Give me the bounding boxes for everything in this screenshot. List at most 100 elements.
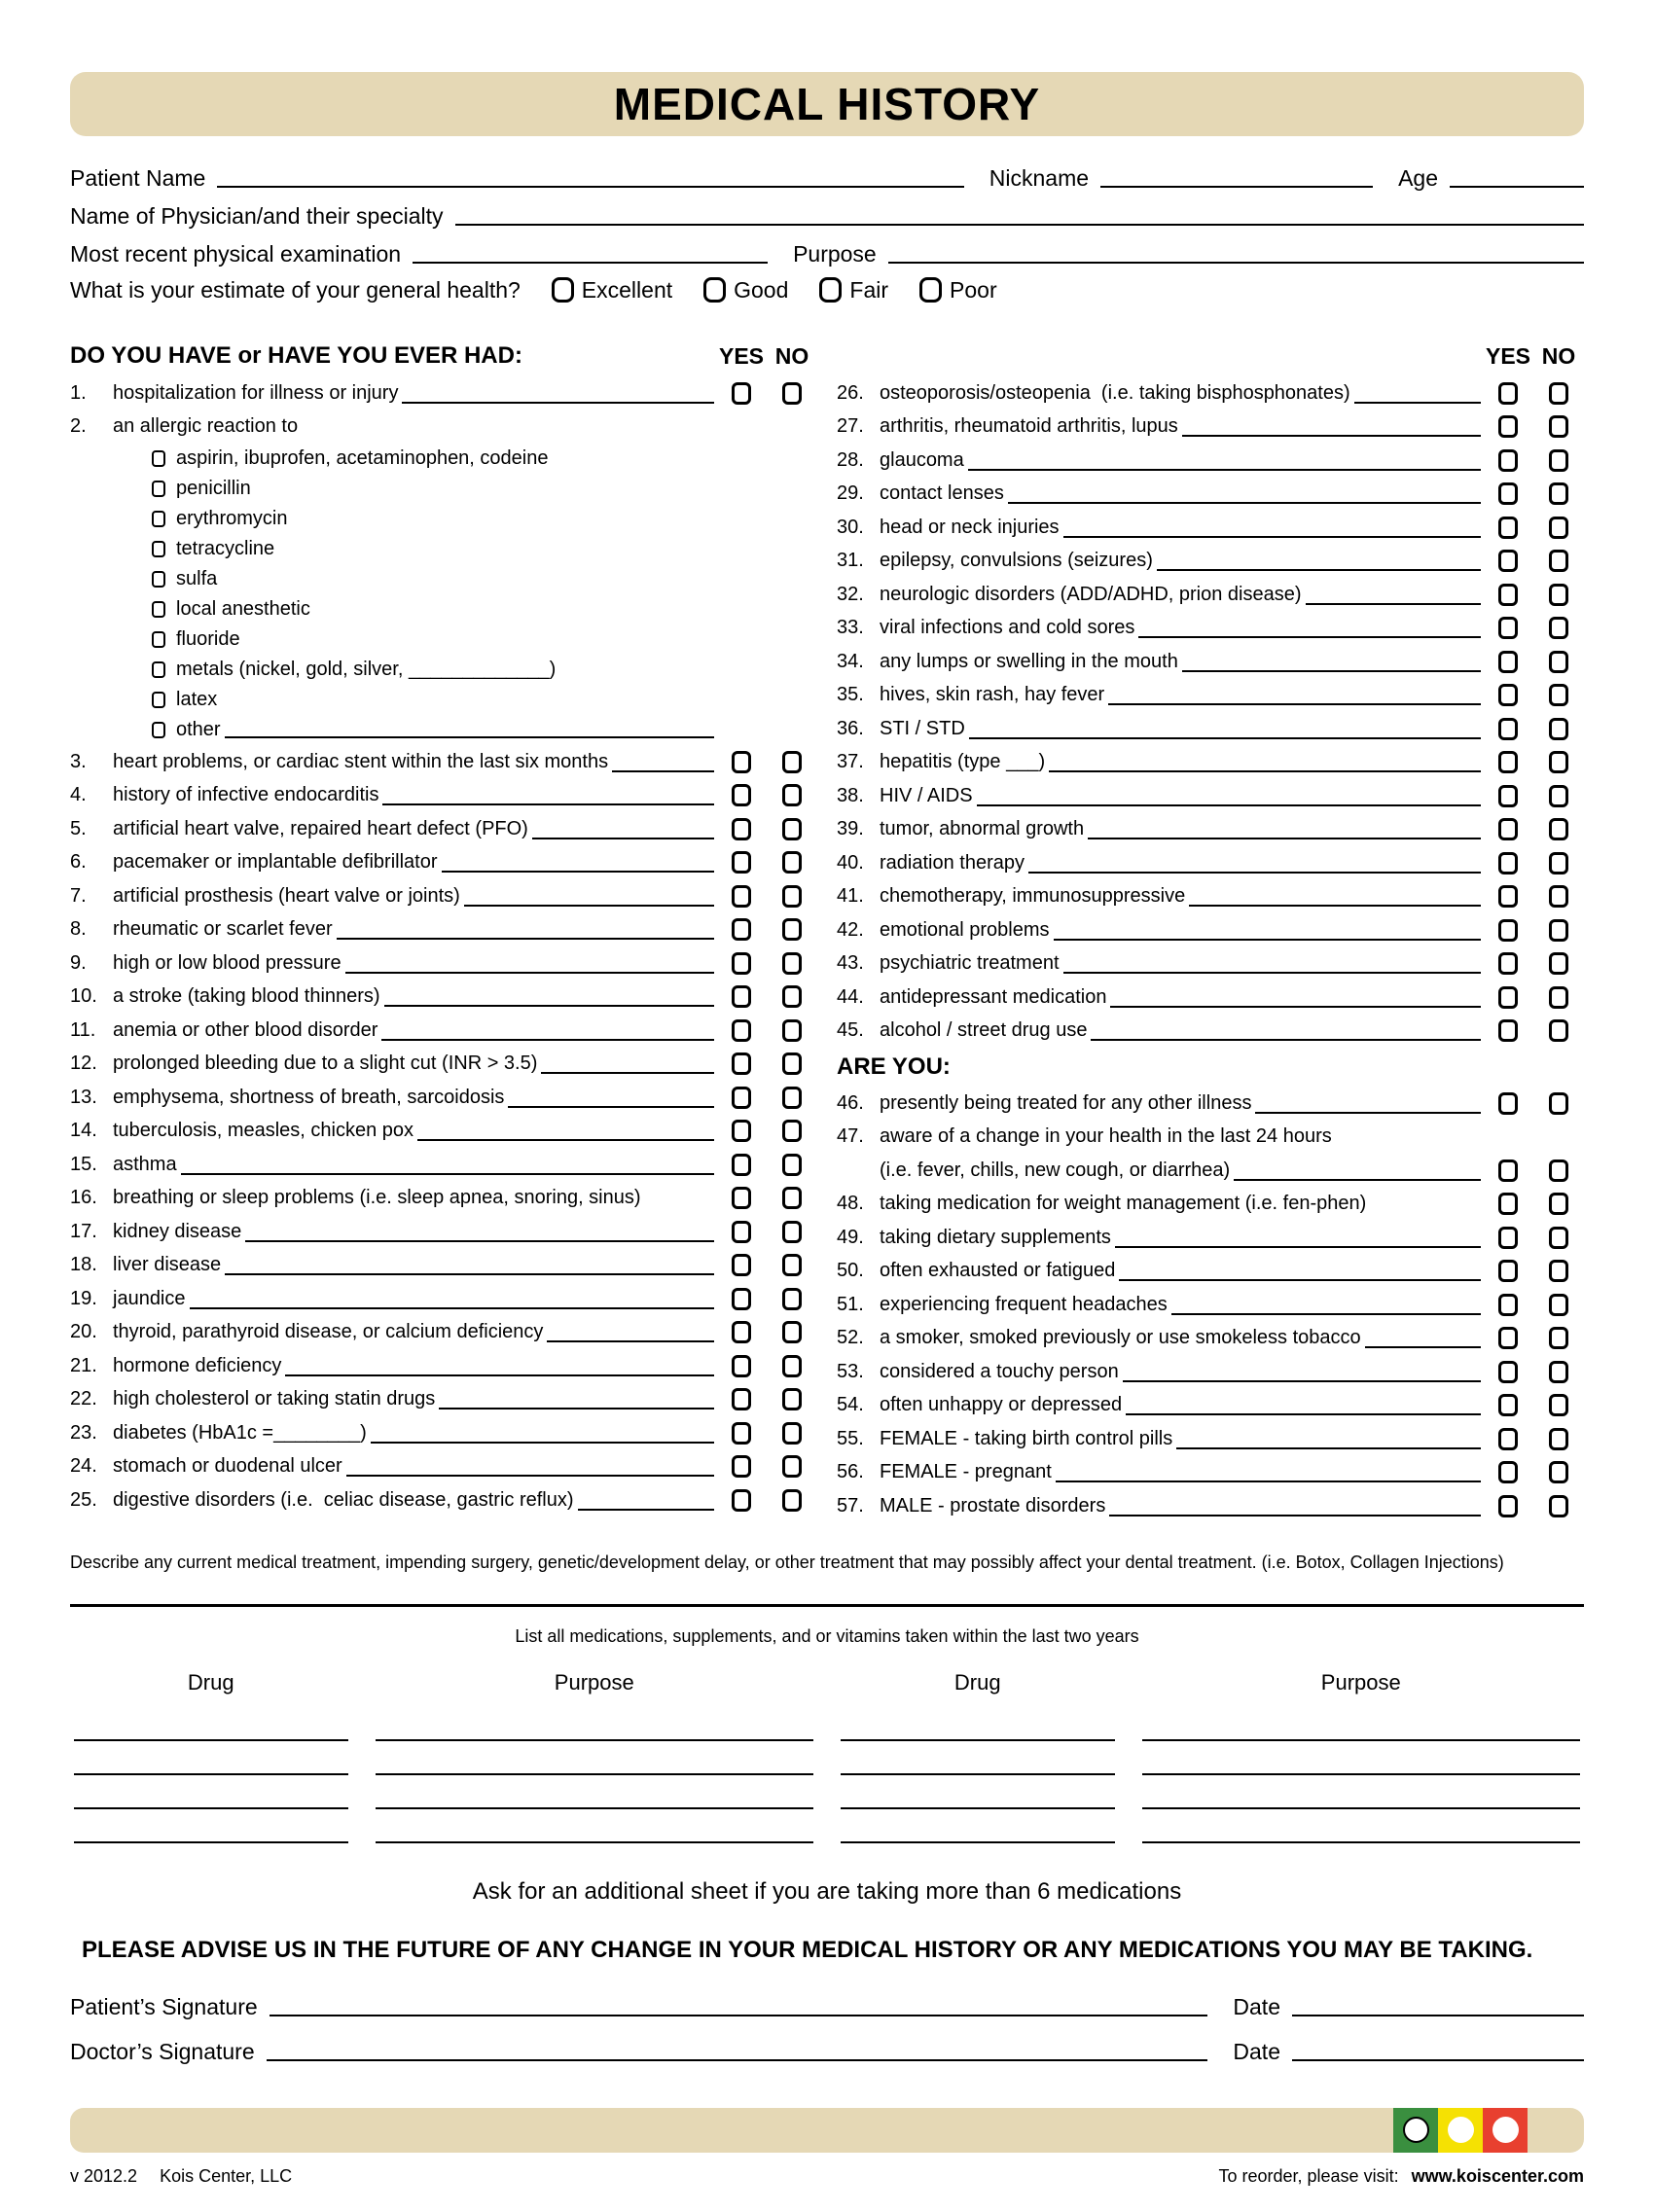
no-checkbox[interactable] [1549,1226,1568,1249]
yes-checkbox[interactable] [1498,751,1518,774]
yes-checkbox[interactable] [1498,1260,1518,1283]
doctor-date-line[interactable] [1292,2058,1584,2061]
yes-checkbox[interactable] [1498,1159,1518,1182]
answer-line[interactable] [1156,569,1481,571]
yes-checkbox[interactable] [1498,1394,1518,1417]
answer-line[interactable] [1336,1145,1481,1147]
answer-line[interactable] [1088,838,1481,839]
yes-checkbox[interactable] [1498,851,1518,874]
yes-checkbox[interactable] [1498,381,1518,405]
yes-checkbox[interactable] [1498,684,1518,707]
no-checkbox[interactable] [1549,1494,1568,1517]
medication-entry-line[interactable] [74,1809,348,1843]
no-checkbox[interactable] [782,784,802,807]
patient-date-line[interactable] [1292,2014,1584,2016]
answer-line[interactable] [1234,1178,1481,1181]
answer-line[interactable] [1108,703,1481,705]
yes-checkbox[interactable] [732,1421,751,1445]
medication-entry-line[interactable] [375,1809,813,1843]
answer-line[interactable] [285,1374,714,1376]
no-checkbox[interactable] [1549,851,1568,874]
yes-checkbox[interactable] [732,381,751,405]
yes-checkbox[interactable] [1498,717,1518,740]
no-checkbox[interactable] [1549,985,1568,1009]
no-checkbox[interactable] [1549,1293,1568,1316]
patient-name-input-line[interactable] [217,186,964,188]
answer-line[interactable] [1109,1514,1481,1516]
health-option-checkbox[interactable] [819,277,843,303]
yes-checkbox[interactable] [732,884,751,908]
answer-line[interactable] [559,676,714,678]
medication-entry-line[interactable] [1141,1775,1580,1809]
answer-line[interactable] [1091,1039,1481,1041]
answer-line[interactable] [463,904,714,907]
no-checkbox[interactable] [782,1388,802,1411]
no-checkbox[interactable] [1549,885,1568,909]
no-checkbox[interactable] [782,1052,802,1076]
answer-line[interactable] [1055,1481,1481,1482]
no-checkbox[interactable] [1549,1327,1568,1350]
answer-line[interactable] [1110,1005,1481,1008]
answer-line[interactable] [508,1105,714,1108]
reorder-url[interactable]: www.koiscenter.com [1411,2165,1584,2186]
yes-checkbox[interactable] [1498,1019,1518,1043]
no-checkbox[interactable] [782,1421,802,1445]
no-checkbox[interactable] [1549,717,1568,740]
answer-line[interactable] [1049,770,1481,772]
yes-checkbox[interactable] [1498,985,1518,1009]
yes-checkbox[interactable] [1498,1327,1518,1350]
yes-checkbox[interactable] [1498,1226,1518,1249]
yes-checkbox[interactable] [732,1220,751,1243]
medication-entry-line[interactable] [841,1809,1115,1843]
answer-line[interactable] [302,435,714,437]
answer-line[interactable] [441,871,714,873]
medication-entry-line[interactable] [74,1741,348,1775]
no-checkbox[interactable] [782,1455,802,1479]
no-checkbox[interactable] [1549,952,1568,976]
health-option-checkbox[interactable] [919,277,943,303]
health-option-checkbox[interactable] [551,277,574,303]
yes-checkbox[interactable] [1498,448,1518,472]
answer-line[interactable] [1305,602,1481,605]
answer-line[interactable] [382,803,714,805]
yes-checkbox[interactable] [1498,1091,1518,1115]
answer-line[interactable] [255,495,714,497]
answer-line[interactable] [345,1475,714,1477]
yes-checkbox[interactable] [1498,1461,1518,1484]
answer-line[interactable] [967,468,1481,471]
yes-checkbox[interactable] [1498,482,1518,506]
doctor-signature-line[interactable] [266,2058,1208,2061]
yes-checkbox[interactable] [1498,885,1518,909]
treatment-answer-line[interactable] [70,1603,1584,1607]
no-checkbox[interactable] [1549,583,1568,606]
answer-line[interactable] [547,1340,714,1342]
no-checkbox[interactable] [782,1354,802,1377]
answer-line[interactable] [1053,938,1481,941]
no-checkbox[interactable] [1549,1159,1568,1182]
medication-entry-line[interactable] [1141,1741,1580,1775]
yes-checkbox[interactable] [1498,415,1518,439]
answer-line[interactable] [1364,1346,1481,1348]
no-checkbox[interactable] [782,951,802,975]
medication-entry-line[interactable] [375,1707,813,1741]
answer-line[interactable] [180,1172,714,1175]
answer-line[interactable] [221,586,714,588]
health-option-checkbox[interactable] [703,277,727,303]
yes-checkbox[interactable] [732,1052,751,1076]
no-checkbox[interactable] [782,381,802,405]
yes-checkbox[interactable] [732,1254,751,1277]
yes-checkbox[interactable] [1498,1293,1518,1316]
allergy-checkbox[interactable] [152,571,165,588]
yes-checkbox[interactable] [1498,952,1518,976]
yes-checkbox[interactable] [1498,818,1518,841]
yes-checkbox[interactable] [1498,583,1518,606]
patient-signature-line[interactable] [269,2014,1208,2016]
no-checkbox[interactable] [782,1187,802,1210]
answer-line[interactable] [1062,535,1481,538]
answer-line[interactable] [1122,1379,1481,1382]
medication-entry-line[interactable] [841,1775,1115,1809]
no-checkbox[interactable] [1549,516,1568,539]
answer-line[interactable] [314,616,714,618]
no-checkbox[interactable] [782,817,802,840]
answer-line[interactable] [245,1239,714,1242]
